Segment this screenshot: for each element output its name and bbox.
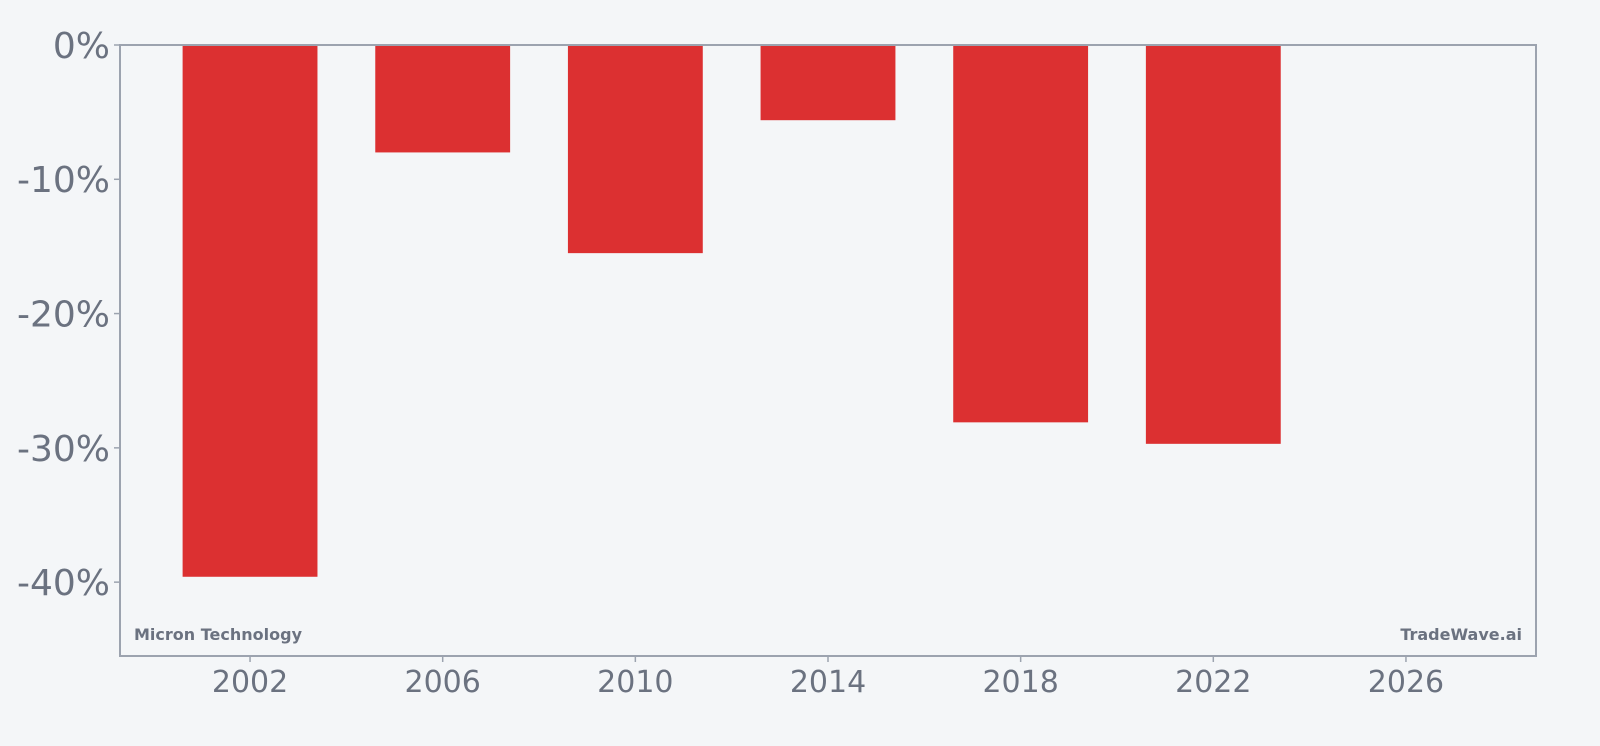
y-tick-label: -30% — [17, 429, 110, 470]
bars-group — [182, 45, 1281, 577]
y-tick-label: -40% — [17, 563, 110, 604]
bar-2014 — [760, 45, 896, 121]
company-label: Micron Technology — [134, 625, 303, 644]
y-axis: 0% -10% -20% -30% -40% — [17, 26, 120, 604]
y-tick-label: 0% — [53, 26, 110, 67]
y-tick-label: -10% — [17, 160, 110, 201]
x-tick-label: 2014 — [790, 665, 866, 700]
x-tick-label: 2026 — [1368, 665, 1444, 700]
x-tick-label: 2018 — [982, 665, 1058, 700]
x-tick-label: 2022 — [1175, 665, 1251, 700]
bar-2022 — [1145, 45, 1281, 444]
x-tick-label: 2006 — [405, 665, 481, 700]
x-tick-label: 2010 — [597, 665, 673, 700]
source-watermark: TradeWave.ai — [1400, 625, 1522, 644]
x-axis: 2002 2006 2010 2014 2018 2022 2026 — [212, 656, 1444, 700]
bar-2010 — [567, 45, 703, 254]
bar-2002 — [182, 45, 318, 577]
bar-2006 — [375, 45, 511, 153]
x-tick-label: 2002 — [212, 665, 288, 700]
bar-2018 — [953, 45, 1089, 423]
y-tick-label: -20% — [17, 295, 110, 336]
